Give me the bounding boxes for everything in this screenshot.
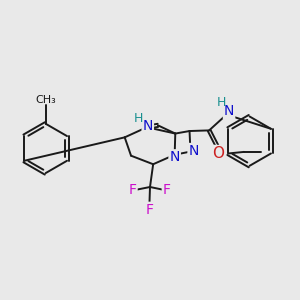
- Text: N: N: [224, 104, 234, 118]
- Text: N: N: [188, 144, 199, 158]
- Text: N: N: [142, 119, 153, 133]
- Text: O: O: [212, 146, 224, 161]
- Text: F: F: [129, 183, 136, 197]
- Text: F: F: [146, 203, 153, 217]
- Text: CH₃: CH₃: [35, 95, 56, 105]
- Text: H: H: [134, 112, 144, 125]
- Text: N: N: [169, 150, 180, 164]
- Text: H: H: [217, 96, 226, 109]
- Text: F: F: [163, 183, 171, 197]
